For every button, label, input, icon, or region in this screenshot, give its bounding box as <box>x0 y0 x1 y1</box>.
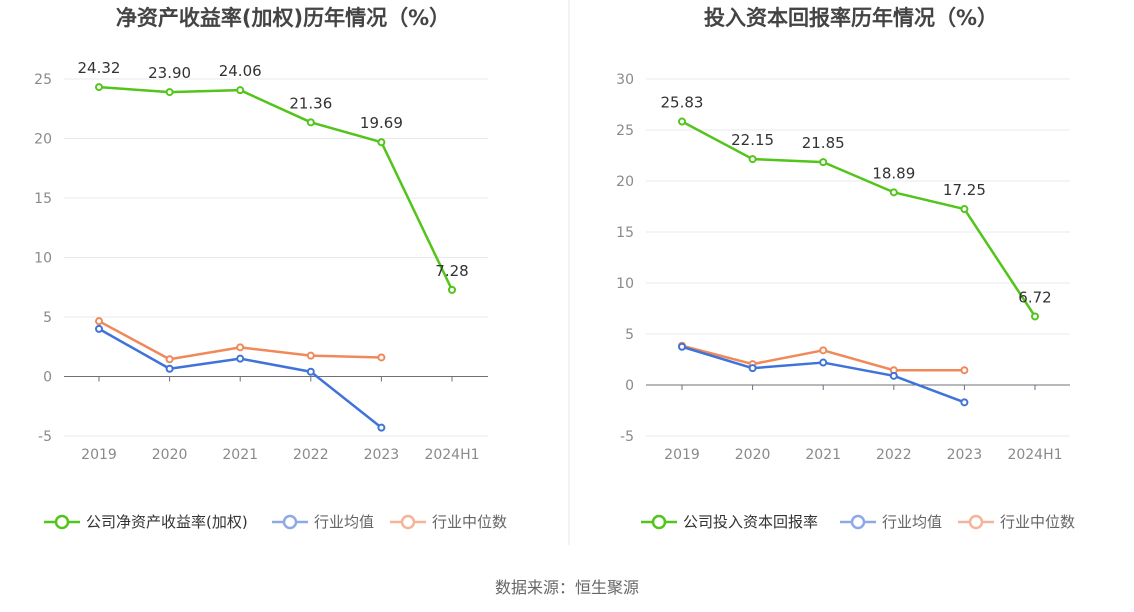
data-label: 24.06 <box>219 62 262 80</box>
data-label: 23.90 <box>148 64 191 82</box>
x-tick-label: 2024H1 <box>1007 447 1062 463</box>
data-point[interactable] <box>95 324 103 333</box>
legend-marker <box>54 514 70 530</box>
x-tick-label: 2023 <box>947 447 983 463</box>
x-tick-label: 2023 <box>364 447 400 463</box>
legend-item-2[interactable]: 行业均值 <box>272 513 374 531</box>
legend-item-3[interactable]: 行业中位数 <box>390 513 507 531</box>
data-point[interactable] <box>819 358 828 367</box>
chart-2: 投入资本回报率历年情况（%） -5 0 5 10 15 20 25 30 2019 2020 2021… <box>616 6 1075 531</box>
legend-label: 公司净资产收益率(加权) <box>86 513 248 531</box>
data-label: 17.25 <box>943 181 986 199</box>
y-tick-label: 10 <box>34 251 52 267</box>
legend-label: 行业中位数 <box>432 513 507 531</box>
legend-label: 行业中位数 <box>1000 513 1075 531</box>
data-point[interactable] <box>306 367 315 376</box>
y-tick-label: 0 <box>43 370 52 386</box>
data-label: 22.15 <box>731 131 774 149</box>
data-label: 24.32 <box>78 59 121 77</box>
y-tick-label: 15 <box>616 225 634 241</box>
series-line-1 <box>681 120 1037 318</box>
data-point[interactable] <box>819 158 828 167</box>
legend-marker <box>400 514 416 530</box>
x-tick-label: 2024H1 <box>424 447 479 463</box>
y-tick-label: -5 <box>38 429 52 445</box>
data-point[interactable] <box>678 342 686 351</box>
y-tick-label: 0 <box>625 378 634 394</box>
y-tick-label: -5 <box>620 429 634 445</box>
data-point[interactable] <box>377 353 386 362</box>
data-point[interactable] <box>448 285 456 294</box>
chart-title: 投入资本回报率历年情况（%） <box>704 6 998 30</box>
data-point[interactable] <box>377 423 386 432</box>
x-tick-label: 2019 <box>81 447 117 463</box>
data-point[interactable] <box>95 83 103 92</box>
legend-label: 公司投入资本回报率 <box>683 513 818 531</box>
x-tick-label: 2022 <box>293 447 329 463</box>
chart-1: 净资产收益率(加权)历年情况（%） -5 0 5 10 15 20 25 2019 2020 202… <box>34 6 507 531</box>
data-label: 21.36 <box>289 94 332 112</box>
legend-item-2[interactable]: 行业均值 <box>840 513 942 531</box>
data-point[interactable] <box>377 138 386 147</box>
data-point[interactable] <box>748 364 757 373</box>
data-label: 21.85 <box>802 134 845 152</box>
legend-marker <box>282 514 298 530</box>
y-tick-label: 20 <box>34 132 52 148</box>
y-tick-label: 10 <box>616 276 634 292</box>
y-tick-label: 30 <box>616 72 634 88</box>
data-point[interactable] <box>1031 312 1039 321</box>
data-point[interactable] <box>960 398 969 407</box>
series-line-2 <box>681 345 965 404</box>
legend-item-3[interactable]: 行业中位数 <box>958 513 1075 531</box>
x-tick-label: 2020 <box>152 447 188 463</box>
legend-label: 行业均值 <box>882 513 942 531</box>
data-point[interactable] <box>236 354 245 363</box>
data-point[interactable] <box>819 346 828 355</box>
legend-item-1[interactable]: 公司投入资本回报率 <box>641 513 818 531</box>
data-point[interactable] <box>165 88 174 97</box>
data-point[interactable] <box>960 366 969 375</box>
data-point[interactable] <box>960 205 969 214</box>
y-tick-label: 20 <box>616 174 634 190</box>
data-label: 7.28 <box>435 262 468 280</box>
y-tick-label: 25 <box>616 123 634 139</box>
data-label: 6.72 <box>1018 288 1051 306</box>
legend-marker <box>968 514 984 530</box>
data-label: 18.89 <box>872 164 915 182</box>
data-point[interactable] <box>306 118 315 127</box>
data-point[interactable] <box>95 317 103 326</box>
legend-marker <box>850 514 866 530</box>
data-point[interactable] <box>748 155 757 164</box>
y-tick-label: 25 <box>34 72 52 88</box>
x-tick-label: 2022 <box>876 447 912 463</box>
y-tick-label: 15 <box>34 191 52 207</box>
legend-marker <box>651 514 667 530</box>
data-point[interactable] <box>306 351 315 360</box>
legend-item-1[interactable]: 公司净资产收益率(加权) <box>44 513 248 531</box>
data-label: 25.83 <box>661 94 704 112</box>
source-note: 数据来源：恒生聚源 <box>495 578 639 597</box>
series-line-1 <box>98 85 454 291</box>
y-tick-label: 5 <box>625 327 634 343</box>
x-tick-label: 2021 <box>222 447 258 463</box>
y-tick-label: 5 <box>43 310 52 326</box>
chart-title: 净资产收益率(加权)历年情况（%） <box>116 6 450 30</box>
data-label: 19.69 <box>360 114 403 132</box>
x-tick-label: 2020 <box>735 447 771 463</box>
legend-label: 行业均值 <box>314 513 374 531</box>
x-tick-label: 2021 <box>805 447 841 463</box>
data-point[interactable] <box>889 188 898 197</box>
x-tick-label: 2019 <box>664 447 700 463</box>
data-point[interactable] <box>165 355 174 364</box>
data-point[interactable] <box>678 117 686 126</box>
data-point[interactable] <box>236 343 245 352</box>
data-point[interactable] <box>165 364 174 373</box>
data-point[interactable] <box>236 86 245 95</box>
data-point[interactable] <box>889 371 898 380</box>
